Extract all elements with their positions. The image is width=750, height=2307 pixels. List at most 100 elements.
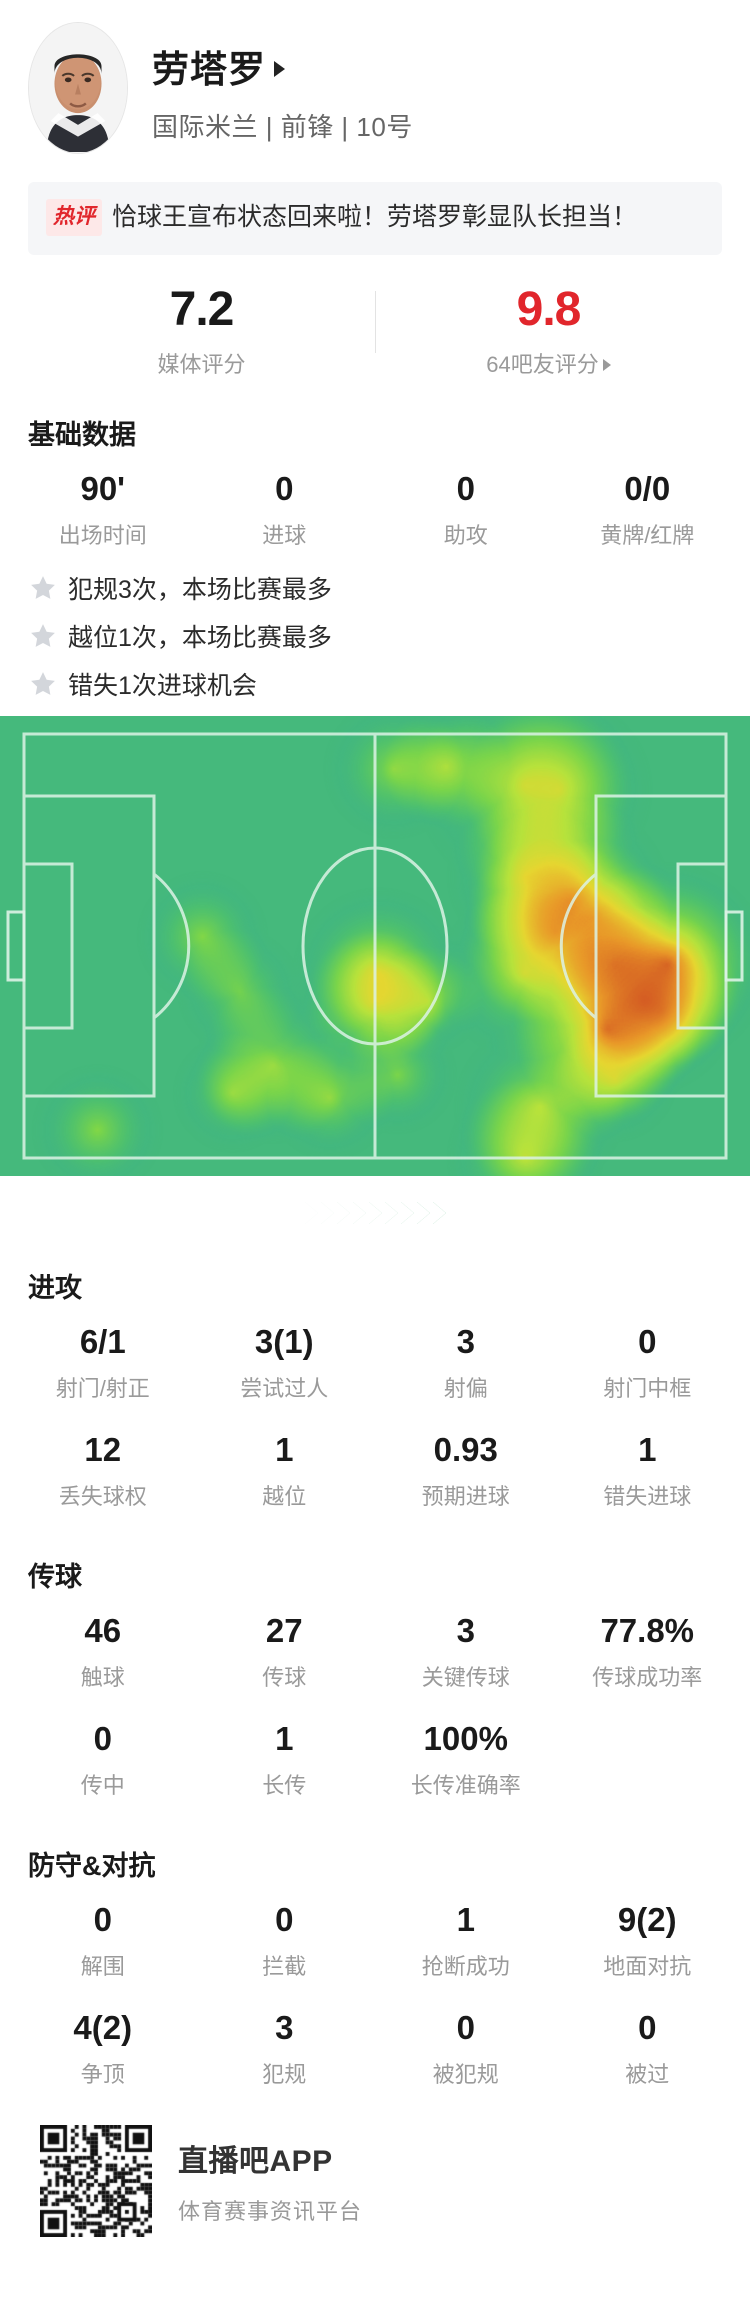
stat-label: 射门中框 — [603, 1376, 692, 1402]
section-title-passing: 传球 — [28, 1562, 82, 1593]
stat-shots: 6/1 射门/射正 — [12, 1305, 194, 1413]
stat-value: 77.8% — [600, 1612, 695, 1650]
stat-label: 错失进球 — [603, 1484, 692, 1510]
star-icon — [31, 624, 55, 648]
stat-value: 1 — [275, 1431, 294, 1469]
stat-fouled: 0 被犯规 — [375, 1991, 557, 2099]
highlight-text: 犯规3次，本场比赛最多 — [68, 576, 332, 605]
stat-label: 长传 — [262, 1773, 307, 1799]
footer-text: 直播吧APP 体育赛事资讯平台 — [178, 2136, 362, 2226]
app-name: 直播吧APP — [178, 2145, 333, 2179]
heatmap-pitch[interactable] — [0, 716, 750, 1177]
stat-offside: 1 越位 — [194, 1413, 376, 1521]
page-title: 劳塔罗 — [152, 48, 266, 90]
stat-label: 尝试过人 — [240, 1376, 329, 1402]
stat-cards: 0/0 黄牌/红牌 — [557, 452, 739, 560]
stat-label: 触球 — [80, 1665, 125, 1691]
stat-value: 0.93 — [433, 1431, 498, 1469]
chevron-right-icon — [368, 1202, 382, 1225]
chevron-right-icon — [320, 1202, 334, 1225]
stat-touches: 46 触球 — [12, 1594, 194, 1702]
stat-assists: 0 助攻 — [375, 452, 557, 560]
stat-pass-accuracy: 77.8% 传球成功率 — [557, 1594, 739, 1702]
stat-passes: 27 传球 — [194, 1594, 376, 1702]
star-icon — [31, 576, 55, 600]
list-item: 错失1次进球机会 — [28, 666, 722, 702]
stat-row-passing-1: 46 触球 27 传球 3 关键传球 77.8% 传球成功率 — [0, 1594, 750, 1702]
stat-label: 越位 — [262, 1484, 307, 1510]
chevron-right-icon — [432, 1202, 446, 1225]
chevron-right-icon — [352, 1202, 366, 1225]
stat-row-attack-2: 12 丢失球权 1 越位 0.93 预期进球 1 错失进球 — [0, 1413, 750, 1521]
stat-big-chance-missed: 1 错失进球 — [557, 1413, 739, 1521]
stat-minutes: 90' 出场时间 — [12, 452, 194, 560]
ratings-row: 7.2 媒体评分 9.8 64吧友评分 — [0, 282, 750, 379]
hot-comment-line: 热评 恰球王宣布状态回来啦！劳塔罗彰显队长担当！ — [46, 198, 704, 237]
star-icon — [31, 672, 55, 696]
stat-value: 0 — [275, 470, 294, 508]
stat-label: 拦截 — [262, 1954, 307, 1980]
stat-value: 0 — [93, 1901, 112, 1939]
stat-goals: 0 进球 — [194, 452, 376, 560]
rating-media: 7.2 媒体评分 — [28, 282, 375, 379]
stat-label: 射门/射正 — [55, 1376, 150, 1402]
player-info: 劳塔罗 国际米兰 | 前锋 | 10号 — [152, 33, 413, 144]
section-title-defence: 防守&对抗 — [28, 1851, 156, 1882]
stat-label: 传中 — [80, 1773, 125, 1799]
stat-value: 27 — [265, 1612, 303, 1650]
chevron-right-icon — [400, 1202, 414, 1225]
rating-fans-label[interactable]: 64吧友评分 — [375, 347, 722, 379]
stat-dribbles: 3(1) 尝试过人 — [194, 1305, 376, 1413]
stat-label: 关键传球 — [421, 1665, 510, 1691]
stat-value: 0 — [93, 1720, 112, 1758]
stat-value: 46 — [84, 1612, 122, 1650]
stat-tackles-won: 1 抢断成功 — [375, 1883, 557, 1991]
stat-value: 90' — [80, 470, 126, 508]
stat-shots-off: 3 射偏 — [375, 1305, 557, 1413]
stat-value: 1 — [275, 1720, 294, 1758]
stat-row-basic-1: 90' 出场时间 0 进球 0 助攻 0/0 黄牌/红牌 — [0, 452, 750, 560]
stat-value: 4(2) — [73, 2009, 133, 2047]
stat-value: 9(2) — [617, 1901, 677, 1939]
stat-row-passing-2: 0 传中 1 长传 100% 长传准确率 - - — [0, 1702, 750, 1810]
chevron-right-icon[interactable] — [274, 60, 285, 77]
direction-arrows — [0, 1176, 750, 1232]
stat-row-defence-2: 4(2) 争顶 3 犯规 0 被犯规 0 被过 — [0, 1991, 750, 2099]
stat-label: 长传准确率 — [410, 1773, 521, 1799]
avatar[interactable] — [28, 22, 128, 154]
stat-long-ball-accuracy: 100% 长传准确率 — [375, 1702, 557, 1810]
app-tagline: 体育赛事资讯平台 — [178, 2199, 363, 2225]
stat-value: 0 — [275, 1901, 294, 1939]
stat-label: 出场时间 — [58, 523, 147, 549]
player-photo-icon — [29, 23, 127, 153]
stat-value: 12 — [84, 1431, 122, 1469]
hot-comment-box[interactable]: 热评 恰球王宣布状态回来啦！劳塔罗彰显队长担当！ — [28, 182, 722, 255]
player-name-row[interactable]: 劳塔罗 — [152, 39, 413, 93]
chevron-right-icon[interactable] — [602, 359, 611, 372]
list-item: 越位1次，本场比赛最多 — [28, 618, 722, 654]
rating-fans-label-text: 64吧友评分 — [486, 352, 599, 378]
stat-fouls: 3 犯规 — [194, 1991, 376, 2099]
player-header: 劳塔罗 国际米兰 | 前锋 | 10号 — [0, 0, 750, 154]
stat-label: 射偏 — [443, 1376, 488, 1402]
rating-media-value: 7.2 — [169, 282, 235, 336]
rating-fans[interactable]: 9.8 64吧友评分 — [375, 284, 722, 379]
stat-aerial-duels: 4(2) 争顶 — [12, 1991, 194, 2099]
stat-label: 犯规 — [262, 2062, 307, 2088]
section-title-basic: 基础数据 — [28, 420, 136, 451]
section-title-attack: 进攻 — [28, 1273, 82, 1304]
stat-empty: - - — [557, 1702, 739, 1810]
stat-row-attack-1: 6/1 射门/射正 3(1) 尝试过人 3 射偏 0 射门中框 — [0, 1305, 750, 1413]
stat-value: 3 — [456, 1323, 475, 1361]
stat-label: 传球 — [262, 1665, 307, 1691]
stat-value: 1 — [638, 1431, 657, 1469]
hot-badge: 热评 — [46, 199, 102, 236]
qr-code[interactable] — [40, 2125, 152, 2238]
stat-value: 0 — [638, 2009, 657, 2047]
app-footer: 直播吧APP 体育赛事资讯平台 — [0, 2099, 750, 2238]
stat-row-defence-1: 0 解围 0 拦截 1 抢断成功 9(2) 地面对抗 — [0, 1883, 750, 1991]
player-subtitle: 国际米兰 | 前锋 | 10号 — [152, 111, 413, 142]
chevron-right-icon — [416, 1202, 430, 1225]
list-item: 犯规3次，本场比赛最多 — [28, 570, 722, 606]
heatmap-section — [0, 716, 750, 1177]
